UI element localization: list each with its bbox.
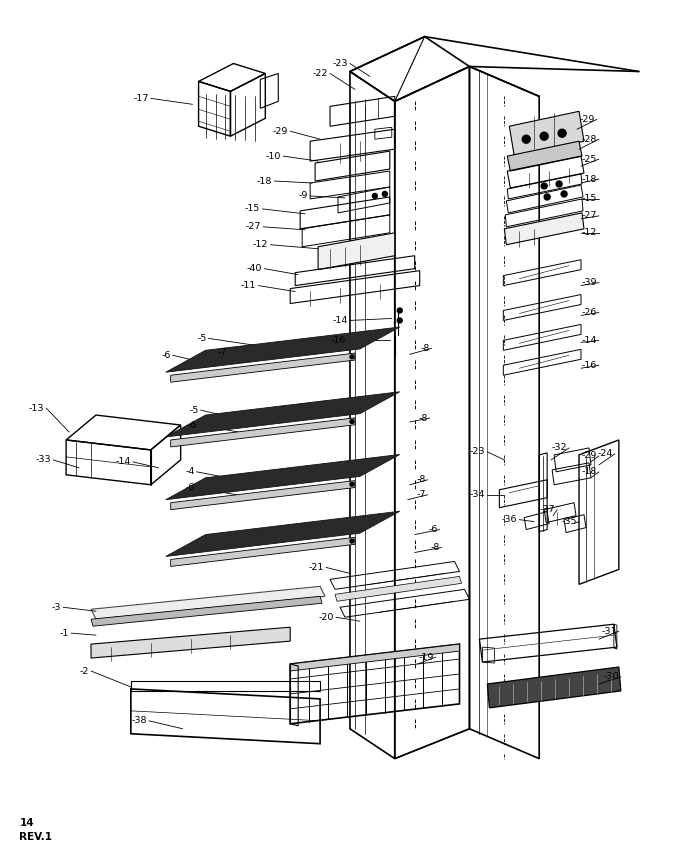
Text: -16: -16	[581, 361, 597, 369]
Text: -7: -7	[416, 490, 426, 500]
Text: -17: -17	[133, 94, 149, 103]
Polygon shape	[290, 644, 460, 671]
Text: -30: -30	[603, 673, 619, 681]
Text: -4: -4	[185, 467, 194, 476]
Text: -6: -6	[161, 351, 171, 360]
Text: -22: -22	[313, 69, 328, 78]
Text: -15: -15	[581, 195, 597, 203]
Polygon shape	[509, 111, 584, 156]
Text: -18: -18	[257, 177, 272, 185]
Polygon shape	[91, 586, 325, 620]
Text: -6: -6	[185, 483, 194, 492]
Circle shape	[350, 539, 354, 543]
Polygon shape	[91, 596, 322, 626]
Polygon shape	[488, 667, 621, 708]
Text: -38: -38	[131, 716, 147, 725]
Text: -8: -8	[416, 476, 426, 484]
Text: -18: -18	[581, 467, 597, 476]
Text: -29: -29	[579, 115, 595, 123]
Text: -8: -8	[430, 543, 439, 552]
Text: -3: -3	[52, 602, 61, 612]
Text: -13: -13	[29, 404, 44, 412]
Text: -31: -31	[601, 626, 617, 636]
Circle shape	[540, 132, 548, 141]
Text: -6: -6	[428, 525, 438, 534]
Text: -12: -12	[581, 228, 597, 237]
Text: -39: -39	[581, 279, 597, 287]
Circle shape	[544, 194, 550, 200]
Text: -5: -5	[197, 334, 207, 343]
Circle shape	[556, 181, 562, 187]
Text: -40: -40	[247, 264, 262, 273]
Text: -25: -25	[581, 154, 597, 164]
Text: -20: -20	[319, 613, 334, 621]
Text: -11: -11	[241, 281, 256, 290]
Text: -33: -33	[35, 455, 51, 464]
Polygon shape	[505, 213, 584, 245]
Polygon shape	[166, 512, 400, 556]
Circle shape	[350, 420, 354, 423]
Polygon shape	[91, 627, 290, 658]
Text: -14: -14	[581, 336, 597, 345]
Circle shape	[373, 194, 377, 199]
Text: -36: -36	[502, 515, 517, 524]
Text: -15: -15	[245, 205, 260, 213]
Polygon shape	[507, 141, 582, 171]
Text: -35: -35	[562, 517, 577, 526]
Circle shape	[350, 355, 354, 359]
Circle shape	[561, 191, 567, 197]
Text: -5: -5	[189, 405, 199, 415]
Text: -21: -21	[309, 563, 324, 572]
Text: -29: -29	[581, 452, 597, 460]
Circle shape	[350, 482, 354, 486]
Text: -8: -8	[420, 344, 430, 353]
Text: -23: -23	[470, 447, 486, 457]
Circle shape	[382, 191, 388, 196]
Polygon shape	[171, 418, 355, 446]
Text: -26: -26	[581, 308, 597, 317]
Text: -29: -29	[273, 127, 288, 135]
Text: -28: -28	[581, 135, 597, 144]
Circle shape	[522, 135, 530, 143]
Text: -23: -23	[333, 59, 348, 68]
Text: -1: -1	[60, 629, 69, 638]
Polygon shape	[171, 537, 355, 566]
Text: -18: -18	[581, 175, 597, 183]
Circle shape	[558, 129, 566, 137]
Text: -37: -37	[540, 505, 555, 514]
Text: -9: -9	[299, 191, 308, 201]
Text: -19: -19	[418, 652, 434, 662]
Text: -2: -2	[80, 667, 89, 675]
Polygon shape	[318, 233, 395, 270]
Text: 14
REV.1: 14 REV.1	[19, 818, 52, 842]
Polygon shape	[171, 353, 355, 382]
Circle shape	[541, 183, 547, 189]
Text: -32: -32	[551, 443, 567, 452]
Text: -14: -14	[116, 458, 131, 466]
Text: -7: -7	[217, 348, 226, 357]
Polygon shape	[171, 481, 355, 510]
Polygon shape	[166, 392, 400, 437]
Text: -27: -27	[246, 222, 261, 231]
Text: -34: -34	[470, 490, 486, 500]
Circle shape	[397, 308, 403, 313]
Circle shape	[397, 318, 403, 323]
Polygon shape	[335, 577, 462, 602]
Text: -8: -8	[418, 414, 428, 423]
Text: -16: -16	[330, 336, 346, 345]
Text: -10: -10	[266, 152, 282, 160]
Text: -27: -27	[581, 212, 597, 220]
Text: -12: -12	[253, 240, 269, 249]
Text: -6: -6	[187, 421, 197, 429]
Text: -14: -14	[333, 316, 348, 325]
Polygon shape	[166, 454, 400, 500]
Polygon shape	[166, 327, 400, 372]
Text: -24: -24	[598, 449, 613, 458]
